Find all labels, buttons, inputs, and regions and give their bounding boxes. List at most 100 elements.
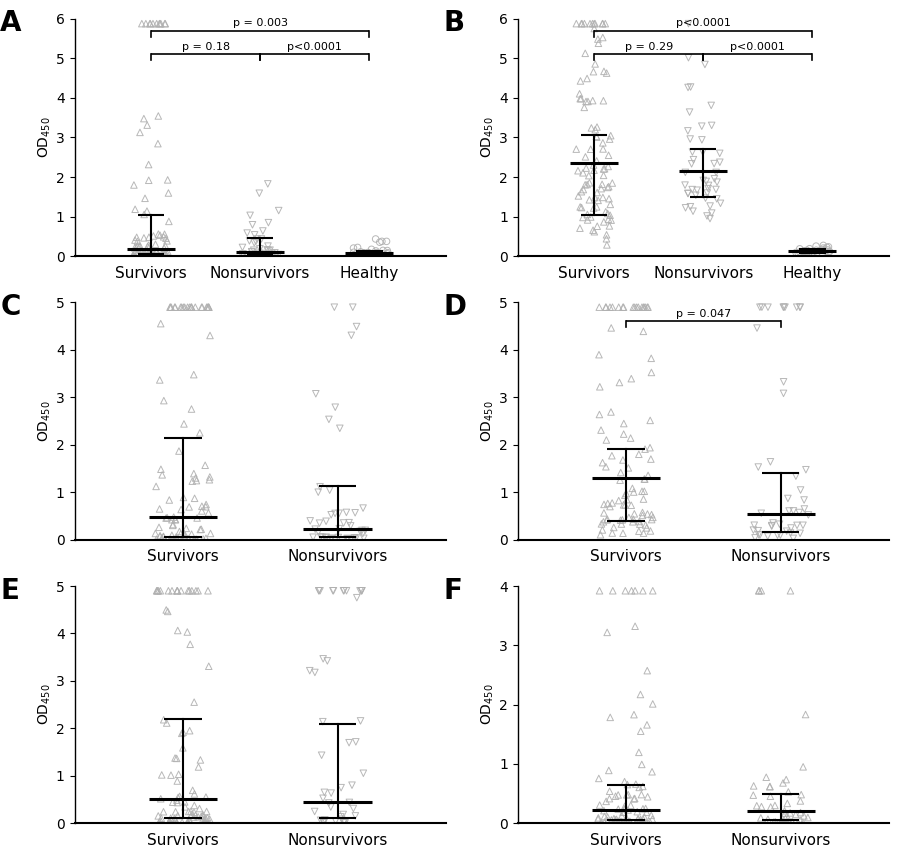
Point — [263, 243, 277, 257]
Point — [188, 301, 202, 314]
Point — [752, 584, 767, 598]
Point — [187, 806, 202, 819]
Point — [601, 160, 616, 174]
Point — [634, 484, 649, 498]
Point — [820, 241, 834, 254]
Point — [254, 249, 268, 263]
Point — [794, 483, 808, 497]
Point — [181, 816, 195, 830]
Point — [157, 529, 171, 543]
Point — [149, 533, 164, 546]
Point — [202, 301, 216, 314]
Point — [617, 489, 632, 503]
Point — [187, 533, 202, 546]
Point — [602, 132, 616, 146]
Point — [613, 815, 627, 829]
Point — [595, 178, 609, 192]
Point — [709, 166, 724, 180]
Point — [181, 816, 195, 830]
Point — [313, 530, 328, 544]
Point — [340, 533, 355, 546]
Point — [171, 790, 185, 804]
Point — [700, 209, 715, 222]
Point — [164, 816, 178, 830]
Point — [627, 507, 642, 521]
Point — [265, 247, 279, 260]
Point — [640, 521, 654, 535]
Point — [140, 240, 155, 253]
Point — [632, 814, 646, 828]
Point — [611, 788, 625, 801]
Point — [634, 687, 648, 701]
Point — [130, 247, 144, 261]
Point — [701, 182, 716, 196]
Point — [151, 249, 166, 263]
Point — [140, 119, 155, 132]
Point — [644, 513, 659, 527]
Point — [165, 528, 179, 542]
Point — [601, 180, 616, 193]
Point — [313, 813, 328, 827]
Point — [162, 493, 176, 507]
Point — [790, 519, 805, 533]
Point — [134, 247, 148, 260]
Point — [194, 522, 208, 536]
Point — [598, 301, 613, 314]
Point — [631, 301, 645, 314]
Point — [600, 207, 615, 221]
Point — [618, 584, 633, 598]
Point — [150, 137, 165, 150]
Point — [588, 17, 602, 31]
Point — [202, 816, 216, 830]
Point — [168, 751, 183, 765]
Point — [821, 243, 835, 257]
Point — [569, 143, 583, 156]
Point — [160, 245, 175, 259]
Point — [793, 813, 807, 827]
Point — [182, 500, 196, 514]
Point — [171, 767, 185, 781]
Point — [622, 510, 636, 524]
Point — [308, 805, 322, 819]
Text: p = 0.003: p = 0.003 — [233, 18, 288, 28]
Point — [634, 814, 648, 828]
Point — [259, 247, 274, 261]
Point — [164, 768, 178, 782]
Point — [182, 584, 196, 598]
Point — [576, 166, 590, 180]
Point — [375, 247, 390, 260]
Point — [763, 780, 778, 794]
Point — [586, 64, 600, 78]
Point — [313, 480, 328, 494]
Point — [261, 177, 275, 191]
Point — [619, 816, 634, 830]
Point — [620, 816, 634, 830]
Point — [348, 809, 363, 823]
Point — [760, 813, 775, 826]
Point — [160, 605, 175, 618]
Point — [641, 301, 655, 314]
Point — [373, 248, 387, 262]
Point — [151, 109, 166, 123]
Point — [619, 788, 634, 801]
Point — [782, 504, 796, 518]
Point — [348, 506, 363, 520]
Point — [349, 247, 364, 260]
Point — [309, 387, 323, 400]
Point — [597, 804, 611, 818]
Point — [127, 249, 141, 263]
Point — [183, 301, 197, 314]
Point — [328, 400, 343, 414]
Point — [582, 193, 597, 207]
Point — [755, 301, 770, 314]
Point — [572, 189, 586, 203]
Point — [362, 247, 376, 260]
Point — [148, 248, 162, 262]
Point — [579, 94, 593, 108]
Point — [177, 531, 192, 545]
Point — [768, 799, 782, 813]
Point — [632, 515, 646, 528]
Point — [600, 180, 615, 194]
Point — [604, 213, 618, 227]
Point — [357, 248, 372, 262]
